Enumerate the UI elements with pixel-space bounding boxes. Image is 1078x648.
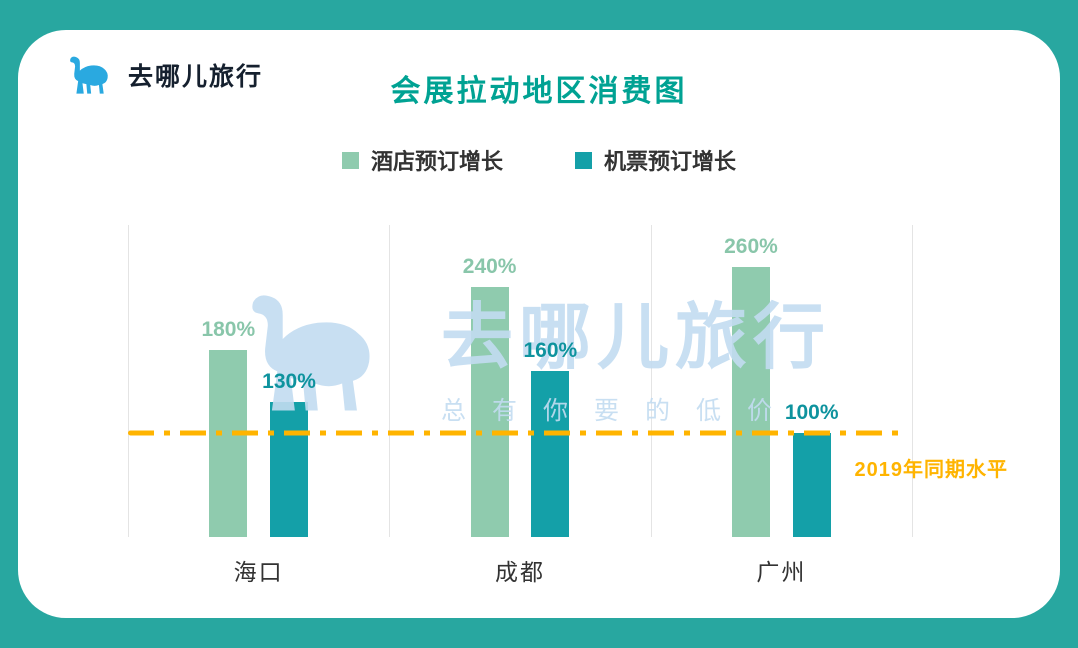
bar-groups: 180% 130% 240% 160% (128, 225, 912, 537)
bar-value-label: 240% (462, 255, 517, 279)
legend-item-flight: 机票预订增长 (575, 144, 736, 176)
bar-flight-chengdu (531, 370, 570, 537)
legend-swatch-flight (575, 151, 592, 169)
bar-value-label: 100% (784, 401, 839, 424)
bar-hotel-haikou (209, 349, 248, 537)
brand-name: 去哪儿旅行 (128, 63, 264, 91)
bar-column: 260% (724, 225, 778, 537)
bar-column: 180% (201, 225, 255, 537)
legend-swatch-hotel (341, 151, 359, 169)
bar-column: 130% (262, 225, 316, 537)
gridline (912, 225, 913, 537)
bar-flight-haikou (270, 401, 309, 537)
bar-group-haikou: 180% 130% (128, 225, 389, 537)
category-label-chengdu: 成都 (494, 559, 545, 585)
bar-value-label: 130% (262, 369, 316, 393)
bar-value-label: 260% (724, 234, 778, 258)
gridline (389, 225, 391, 537)
reference-line (128, 430, 904, 436)
bar-hotel-guangzhou (731, 266, 770, 537)
gridline (650, 225, 652, 537)
bar-group-guangzhou: 260% 100% (651, 225, 912, 537)
legend-label-flight: 机票预订增长 (604, 149, 737, 174)
camel-logo-icon (70, 56, 108, 94)
gridline (128, 225, 129, 537)
legend-item-hotel: 酒店预订增长 (341, 144, 503, 176)
chart-card: 去哪儿旅行 会展拉动地区消费图 酒店预订增长 机票预订增长 (18, 30, 1060, 618)
legend-label-hotel: 酒店预订增长 (370, 149, 503, 174)
chart-title: 会展拉动地区消费图 (390, 75, 688, 108)
reference-line-label: 2019年同期水平 (854, 459, 1008, 481)
bar-column: 100% (785, 225, 839, 537)
bar-value-label: 180% (201, 317, 256, 341)
category-label-haikou: 海口 (233, 559, 284, 585)
bar-column: 240% (462, 225, 517, 537)
category-axis: 海口 成都 广州 (128, 553, 912, 587)
bar-group-chengdu: 240% 160% (389, 225, 650, 537)
brand-logo: 去哪儿旅行 (66, 52, 263, 98)
legend: 酒店预订增长 机票预订增长 (18, 144, 1060, 176)
bar-value-label: 160% (523, 338, 578, 362)
bar-flight-guangzhou (792, 433, 831, 537)
chart-plot: 180% 130% 240% 160% (128, 225, 913, 537)
bar-hotel-chengdu (470, 287, 509, 537)
category-label-guangzhou: 广州 (756, 559, 807, 585)
bar-column: 160% (523, 225, 577, 537)
